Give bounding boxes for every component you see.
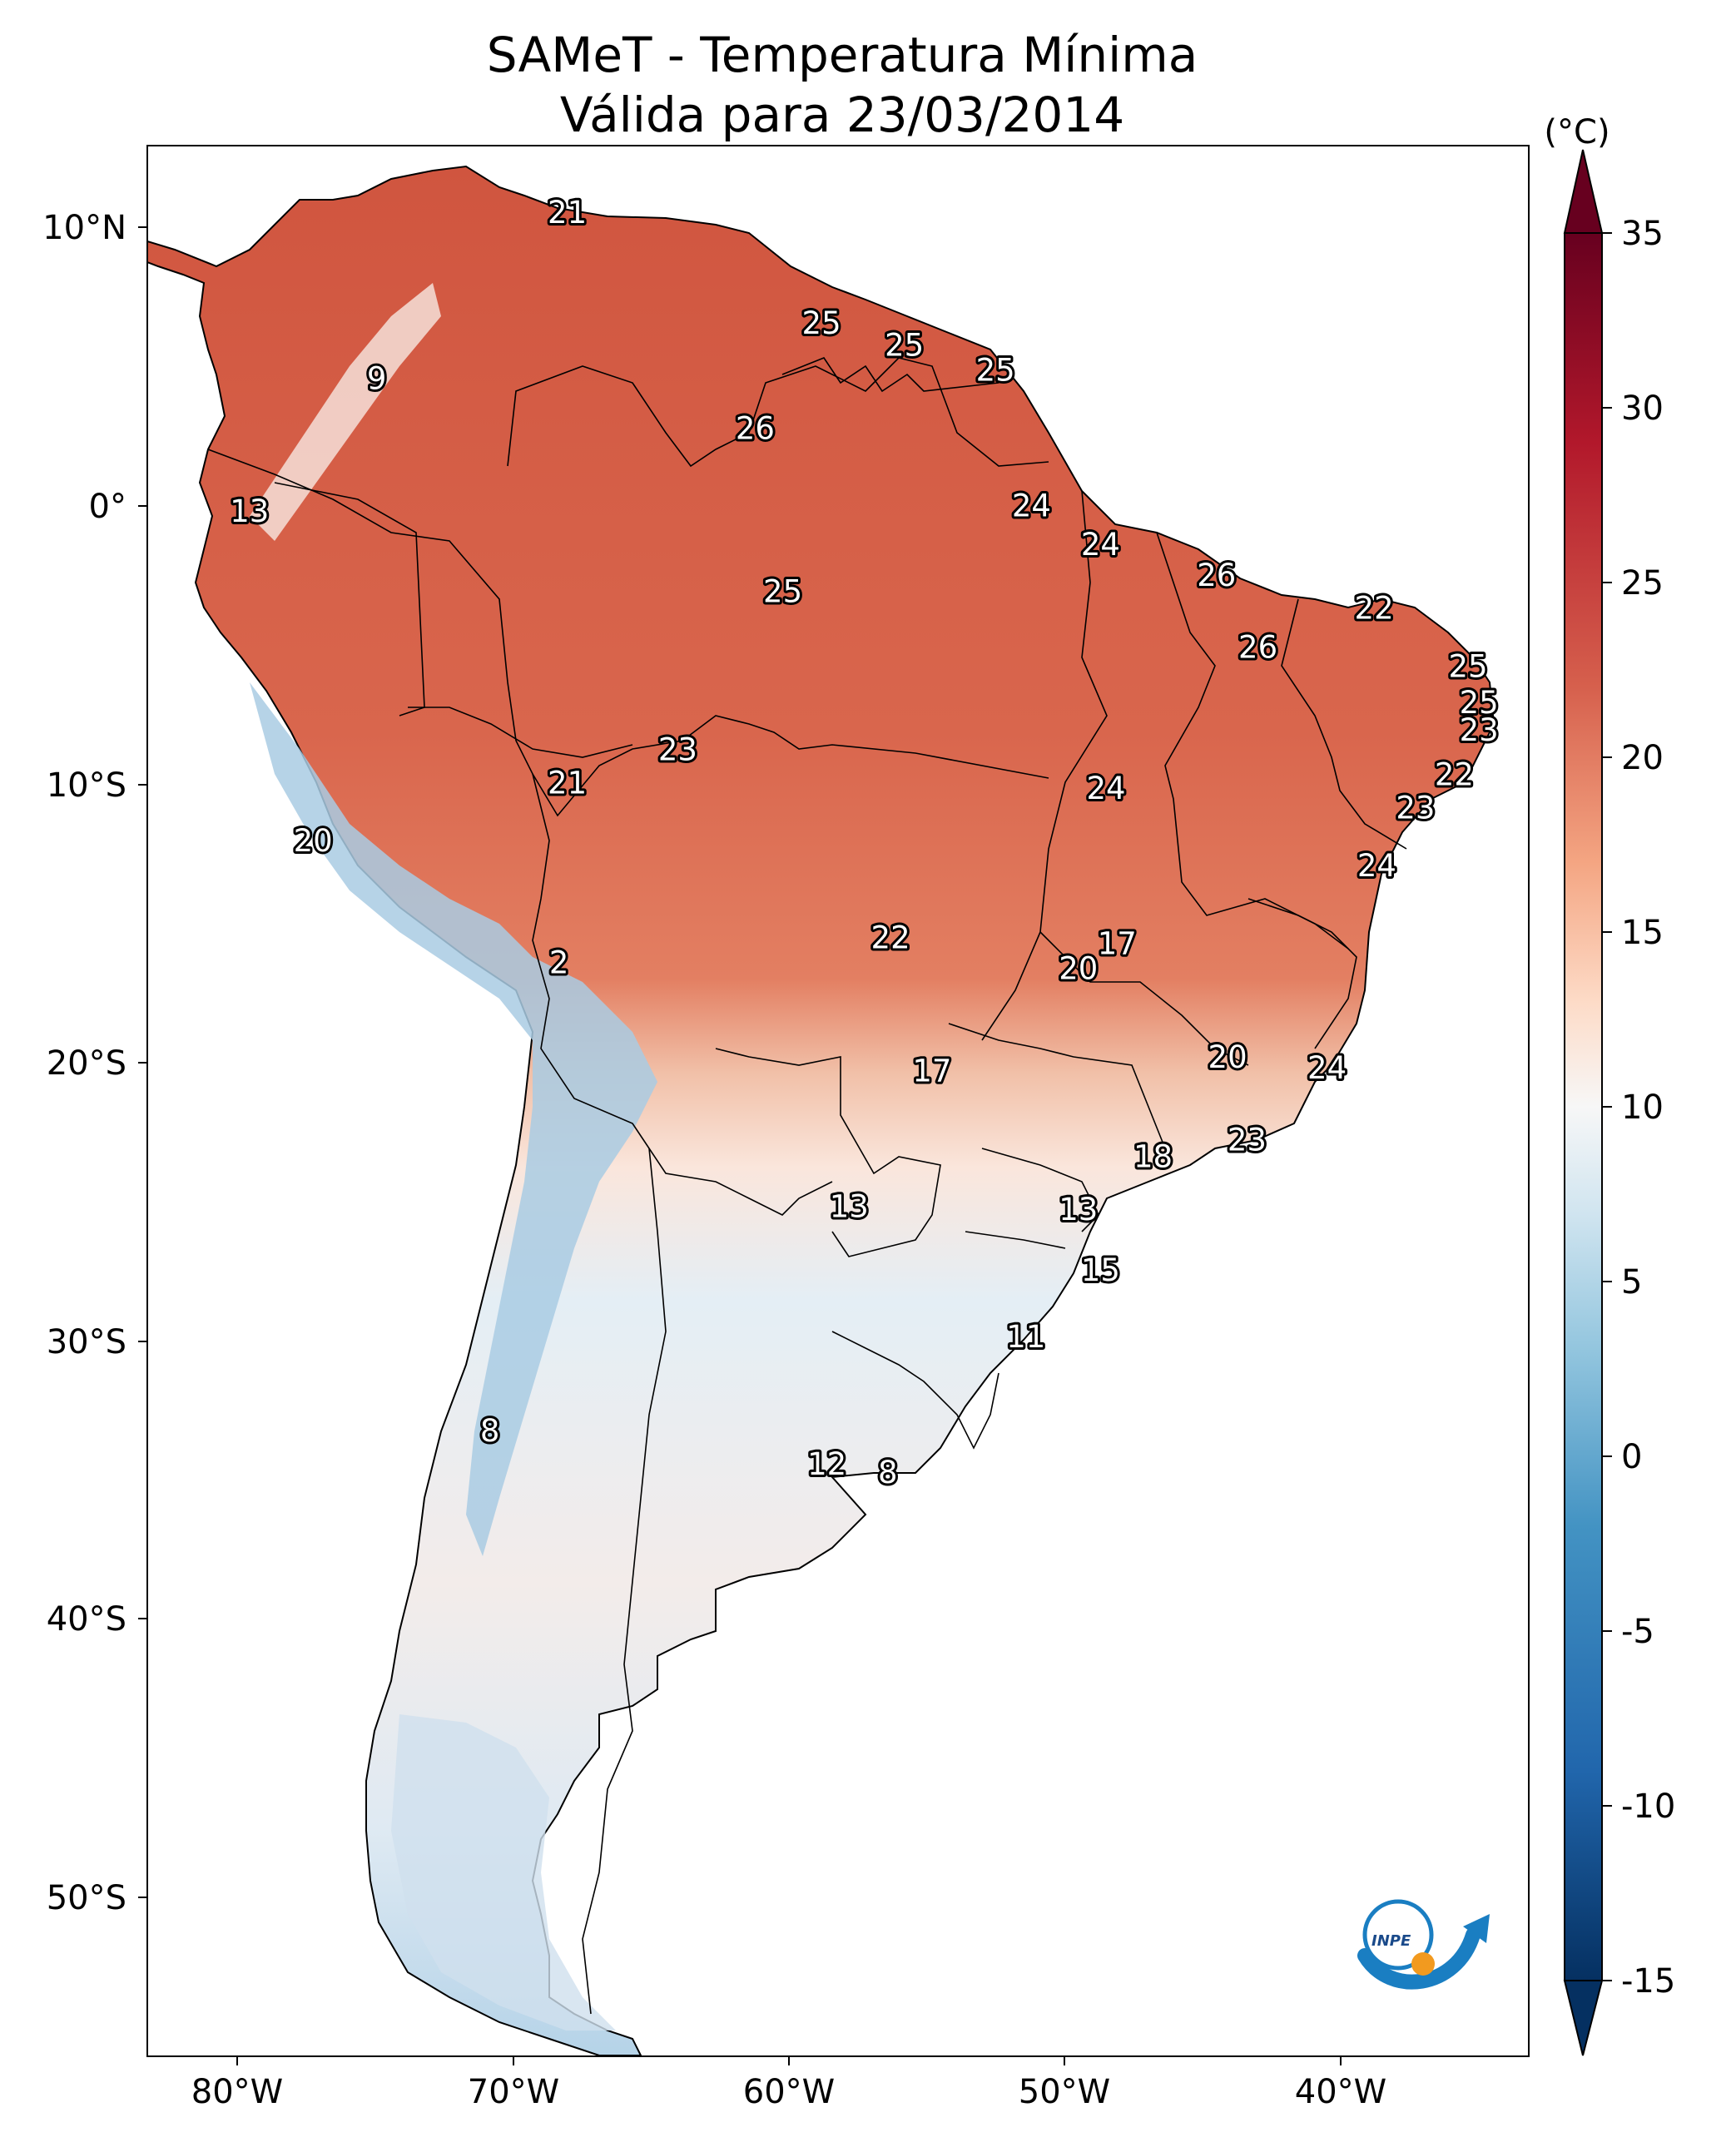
colorbar-tick-label: 5: [1621, 1263, 1642, 1302]
map-title: SAMeT - Temperatura Mínima Válida para 2…: [0, 25, 1684, 145]
station-temp-label: 22: [1435, 756, 1474, 792]
map-frame: [146, 145, 1530, 2057]
lat-label-40s: 40°S: [47, 1600, 126, 1639]
station-temp-label: 12: [807, 1446, 846, 1482]
colorbar-tick-label: 25: [1621, 564, 1664, 602]
colorbar-tick-label: 15: [1621, 914, 1664, 952]
logo-text: INPE: [1371, 1932, 1411, 1950]
lat-label-30s: 30°S: [47, 1323, 126, 1361]
lon-label-50w: 50°W: [1019, 2073, 1110, 2111]
station-temp-label: 22: [1355, 591, 1394, 627]
colorbar-bottom-extension: [1563, 1980, 1604, 2056]
latitude-ticks: [138, 226, 147, 1898]
colorbar-tick-label: 10: [1621, 1088, 1664, 1127]
station-temp-label: 25: [802, 305, 841, 341]
latitude-tick-labels: 10°N 0° 10°S 20°S 30°S 40°S 50°S: [42, 209, 126, 1917]
logo-arrow: [1463, 1914, 1490, 1943]
colorbar-tick-label: -15: [1621, 1962, 1675, 2001]
inpe-logo: INPE: [1357, 1899, 1490, 1990]
colorbar-tick-label: 20: [1621, 739, 1664, 777]
station-temp-label: 24: [1086, 771, 1125, 806]
station-temp-label: 8: [878, 1455, 898, 1490]
colorbar-unit: (°C): [1544, 113, 1610, 151]
station-temp-label: 17: [1098, 925, 1137, 961]
longitude-tick-labels: 80°W 70°W 60°W 50°W 40°W: [191, 2073, 1386, 2111]
andes-cold-region: [250, 682, 657, 1556]
station-temp-label: 20: [1208, 1039, 1247, 1075]
longitude-ticks: [236, 2056, 1342, 2065]
station-temp-label: 17: [912, 1053, 951, 1088]
title-line-2: Válida para 23/03/2014: [559, 87, 1125, 143]
station-temp-label: 23: [658, 731, 697, 767]
station-temp-label: 2: [549, 945, 569, 981]
colorbar-body: [1565, 233, 1602, 1981]
map-panel: 10°N 0° 10°S 20°S 30°S 40°S 50°S 80°W 70…: [42, 145, 1530, 2111]
station-temp-label: 25: [1448, 649, 1487, 685]
colorbar-ticks: 35 30 25 20 15 10 5 0 -5 -10 -15: [1602, 215, 1675, 2001]
colorbar-top-extension: [1563, 149, 1604, 234]
station-temp-label: 13: [1059, 1192, 1098, 1227]
title-line-1: SAMeT - Temperatura Mínima: [486, 27, 1198, 83]
station-temp-label: 25: [976, 353, 1015, 389]
logo-dot: [1411, 1952, 1435, 1976]
andes-north-cold: [250, 283, 441, 541]
colorbar-tick-label: 30: [1621, 389, 1664, 428]
station-temp-label: 25: [885, 328, 924, 364]
station-temp-label: 23: [1228, 1123, 1267, 1158]
station-temp-label: 8: [480, 1413, 500, 1449]
station-temp-label: 26: [1238, 629, 1277, 665]
station-temp-label: 20: [294, 823, 333, 859]
lon-label-40w: 40°W: [1295, 2073, 1386, 2111]
station-temp-label: 15: [1081, 1252, 1120, 1288]
station-temp-label: 24: [1012, 488, 1051, 524]
logo-swoosh: [1357, 1927, 1481, 1990]
colorbar-tick-label: 0: [1621, 1438, 1642, 1476]
station-temp-label: 24: [1081, 527, 1120, 563]
station-temp-label: 13: [230, 493, 269, 529]
lat-label-10n: 10°N: [42, 209, 126, 247]
continent-group: [147, 165, 1495, 2056]
south-america-landmass: [147, 165, 1495, 2056]
station-temp-label: 24: [1357, 848, 1396, 884]
lon-label-80w: 80°W: [191, 2073, 283, 2111]
station-temp-label: 18: [1133, 1139, 1173, 1175]
colorbar-tick-label: 35: [1621, 215, 1664, 253]
station-temp-label: 20: [1059, 950, 1098, 986]
station-temp-label: 11: [1006, 1319, 1045, 1355]
lat-label-50s: 50°S: [47, 1879, 126, 1917]
station-temp-label: 22: [871, 920, 910, 956]
station-temp-label: 23: [1396, 790, 1435, 826]
station-temp-label: 24: [1307, 1050, 1347, 1086]
station-temp-label: 25: [763, 574, 802, 610]
lat-label-20s: 20°S: [47, 1044, 126, 1083]
country-borders: [207, 357, 1407, 2015]
patagonia-cold-region: [391, 1714, 616, 2031]
colorbar-tick-label: -5: [1621, 1613, 1654, 1651]
lat-label-10s: 10°S: [47, 766, 126, 805]
lon-label-70w: 70°W: [468, 2073, 559, 2111]
colorbar-tick-label: -10: [1621, 1788, 1675, 1826]
logo-ring: [1362, 1899, 1434, 1971]
station-temp-label: 25: [1460, 685, 1499, 721]
lon-label-60w: 60°W: [743, 2073, 835, 2111]
station-temp-label: 13: [830, 1188, 869, 1224]
station-temp-label: 21: [548, 765, 587, 801]
station-temp-label: 21: [548, 195, 587, 231]
station-temp-label: 26: [1197, 558, 1236, 593]
station-temp-label: 26: [736, 410, 775, 446]
station-temp-label: 23: [1460, 712, 1499, 748]
lat-label-0: 0°: [89, 488, 126, 526]
station-temp-label: 9: [367, 361, 387, 397]
colorbar: (°C) 35 30 25 20 15 10 5 0 -5 -10 -15: [1544, 113, 1675, 2056]
